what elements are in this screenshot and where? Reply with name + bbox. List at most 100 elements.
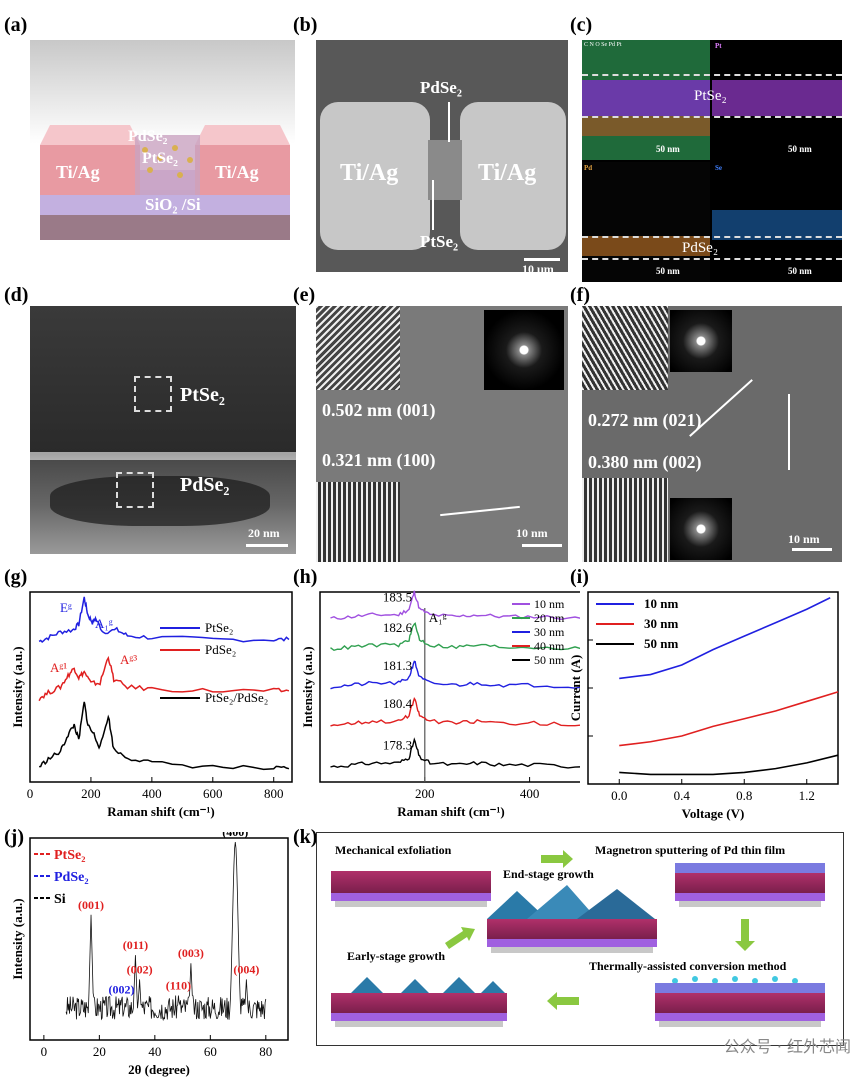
eds-legend: C N O Se Pd Pt xyxy=(584,42,622,48)
hrtem-e: 0.502 nm (001) 0.321 nm (100) 10 nm xyxy=(316,306,568,562)
x-tick-label: 400 xyxy=(142,786,162,801)
tem-pdse2-label: PdSe₂ xyxy=(180,474,230,496)
series-line-0 xyxy=(619,597,831,680)
peak-position-1: 182.6 xyxy=(383,620,413,635)
panel-label-d: (d) xyxy=(4,284,29,306)
x-tick-label: 0.4 xyxy=(674,788,691,803)
xrd-peak-label-7: (004) xyxy=(233,962,259,976)
x-tick-label: 80 xyxy=(259,1044,272,1059)
x-axis-label: Raman shift (cm⁻¹) xyxy=(397,804,505,819)
series-line-0 xyxy=(38,596,290,643)
schematic-substrate: SiO₂ /Si xyxy=(145,195,201,214)
eds-pdse2-label: PdSe₂ xyxy=(682,240,719,256)
panel-label-b: (b) xyxy=(293,14,318,36)
panel-label-a: (a) xyxy=(4,14,28,36)
xrd-pattern xyxy=(65,841,267,1022)
panel-label-c: (c) xyxy=(570,14,593,36)
hrtem-e-scale: 10 nm xyxy=(516,526,548,540)
raman-chart-g: 0 200 400 600 800 Raman shift (cm⁻¹) Intensity… xyxy=(10,591,293,819)
xrd-peak-label-4: (110) xyxy=(166,979,191,993)
y-axis-label: Intensity (a.u.) xyxy=(300,646,315,727)
series-line-3 xyxy=(330,696,580,727)
x-axis-label: Voltage (V) xyxy=(682,806,745,821)
peak-position-2: 181.3 xyxy=(383,658,412,673)
legend-label-3: 40 nm xyxy=(534,639,565,653)
hrtem-f-d021: 0.272 nm (021) xyxy=(588,410,702,430)
peak-annotation-3: Aᵍ³ xyxy=(120,652,137,667)
legend-label-0: PtSe₂ xyxy=(54,848,85,863)
hrtem-f-scale: 10 nm xyxy=(788,532,820,546)
step-thermal-conversion: Thermally-assisted conversion method xyxy=(589,959,787,973)
legend-label-2: 30 nm xyxy=(534,625,565,639)
x-tick-label: 1.2 xyxy=(799,788,815,803)
eds-pd-tag: Pd xyxy=(584,164,593,172)
x-tick-label: 0 xyxy=(41,1044,48,1059)
eds-maps: C N O Se Pd Pt Pt Pd Se PtSe₂ PdSe₂ 50 n… xyxy=(582,40,842,282)
eds-ptse2-label: PtSe₂ xyxy=(694,88,727,104)
series-line-2 xyxy=(619,754,839,776)
x-tick-label: 40 xyxy=(148,1044,161,1059)
eds-se-tag: Se xyxy=(715,164,722,172)
series-line-2 xyxy=(330,660,580,690)
optical-scale-bar: 10 μm xyxy=(522,262,554,272)
series-line-2 xyxy=(39,701,290,771)
xrd-peak-label-0: (001) xyxy=(78,898,104,912)
xrd-peak-label-6: (400) xyxy=(222,832,248,839)
plot-frame xyxy=(29,837,289,1041)
schematic-left-electrode: Ti/Ag xyxy=(56,162,100,182)
a1g-annotation: A₁ᵍ xyxy=(429,610,447,625)
eds-scale-2: 50 nm xyxy=(788,144,812,154)
series-line-1 xyxy=(619,691,839,747)
peak-position-4: 178.3 xyxy=(383,738,412,753)
growth-schematic: Mechanical exfoliation Magnetron sputter… xyxy=(316,832,844,1046)
hrtem-f-d002: 0.380 nm (002) xyxy=(588,452,702,472)
legend-label-0: PtSe₂ xyxy=(205,620,233,635)
eds-scale-1: 50 nm xyxy=(656,144,680,154)
hrtem-e-d100: 0.321 nm (100) xyxy=(322,450,436,470)
legend-label-4: 50 nm xyxy=(534,653,565,667)
eds-scale-4: 50 nm xyxy=(788,266,812,276)
panel-label-k: (k) xyxy=(293,826,318,848)
peak-annotation-1: A₁ᵍ xyxy=(95,616,113,631)
tem-cross-section: PtSe₂ PdSe₂ 20 nm xyxy=(30,306,296,554)
watermark: 公众号 · 红外芯闻 xyxy=(723,1037,851,1056)
peak-annotation-0: Eᵍ xyxy=(60,600,72,615)
x-tick-label: 0.8 xyxy=(736,788,752,803)
x-tick-label: 0 xyxy=(27,786,34,801)
x-tick-label: 200 xyxy=(81,786,101,801)
legend-label-1: PdSe₂ xyxy=(205,642,236,657)
optical-image: Ti/Ag Ti/Ag PdSe₂ PtSe₂ 10 μm xyxy=(316,40,568,272)
x-tick-label: 0.0 xyxy=(611,788,627,803)
legend-label-0: 10 nm xyxy=(534,597,565,611)
step-early-stage-growth: Early-stage growth xyxy=(347,949,446,963)
panel-label-h: (h) xyxy=(293,566,318,588)
step-magnetron-sputtering: Magnetron sputtering of Pd thin film xyxy=(595,843,786,857)
step-end-stage-growth: End-stage growth xyxy=(503,867,594,881)
legend-label-1: 20 nm xyxy=(534,611,565,625)
raman-chart-h: 200 400 Raman shift (cm⁻¹) Intensity (a.u.)… xyxy=(300,590,580,819)
legend-label-1: 30 nm xyxy=(644,616,678,631)
panel-label-e: (e) xyxy=(293,284,316,306)
eds-scale-3: 50 nm xyxy=(656,266,680,276)
y-axis-label: Intensity (a.u.) xyxy=(10,898,25,979)
plot-frame xyxy=(587,591,839,785)
schematic-pdse2-label: PdSe₂ xyxy=(128,128,168,145)
y-axis-label: Current (A) xyxy=(568,655,583,722)
xrd-chart-j: 0 20 40 60 80 2θ (degree) Intensity (a.u.) (001… xyxy=(10,832,289,1077)
panel-label-f: (f) xyxy=(570,284,590,306)
xrd-peak-label-1: (002) xyxy=(109,983,135,997)
series-line-0 xyxy=(330,590,580,621)
device-schematic: PdSe₂ PtSe₂ Ti/Ag Ti/Ag SiO₂ /Si xyxy=(30,40,295,270)
xrd-peak-label-3: (002) xyxy=(127,962,153,976)
x-tick-label: 400 xyxy=(520,786,540,801)
legend-label-2: Si xyxy=(54,892,66,907)
optical-ptse2-label: PtSe₂ xyxy=(420,232,459,251)
x-tick-label: 60 xyxy=(204,1044,217,1059)
peak-position-0: 183.5 xyxy=(383,590,412,605)
xrd-peak-label-5: (003) xyxy=(178,946,204,960)
series-line-1 xyxy=(38,655,290,702)
peak-annotation-2: Aᵍ¹ xyxy=(50,660,67,675)
tem-ptse2-label: PtSe₂ xyxy=(180,384,225,406)
optical-right-electrode: Ti/Ag xyxy=(478,160,537,186)
schematic-ptse2-label: PtSe₂ xyxy=(142,150,178,167)
